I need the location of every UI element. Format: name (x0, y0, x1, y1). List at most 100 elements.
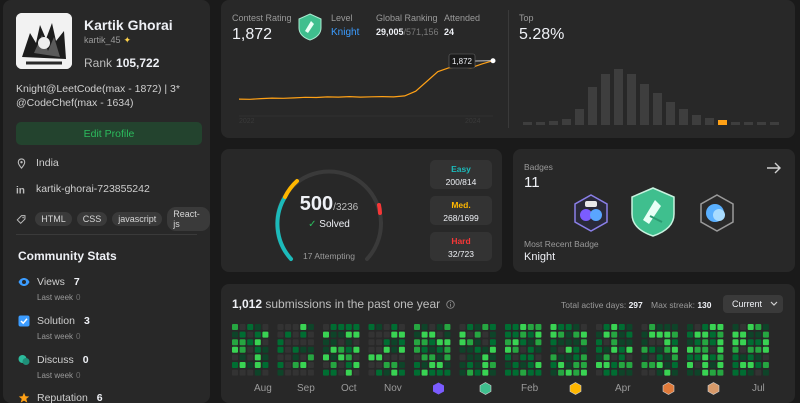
heatmap-cell[interactable] (436, 369, 443, 376)
heatmap-cell[interactable] (232, 324, 238, 330)
heatmap-cell[interactable] (398, 346, 405, 353)
heatmap-cell[interactable] (414, 324, 420, 330)
heatmap-cell[interactable] (550, 331, 557, 338)
heatmap-cell[interactable] (747, 369, 754, 376)
heatmap-cell[interactable] (232, 331, 238, 338)
heatmap-cell[interactable] (383, 369, 390, 376)
heatmap-cell[interactable] (489, 346, 496, 353)
heatmap-cell[interactable] (391, 324, 398, 330)
heatmap-cell[interactable] (323, 339, 329, 346)
heatmap-cell[interactable] (383, 346, 390, 353)
heatmap-cell[interactable] (740, 324, 747, 330)
heatmap-cell[interactable] (687, 339, 693, 346)
heatmap-cell[interactable] (535, 369, 542, 376)
heatmap-cell[interactable] (436, 339, 443, 346)
heatmap-cell[interactable] (709, 362, 716, 368)
heatmap-cell[interactable] (307, 346, 314, 353)
heatmap-cell[interactable] (262, 339, 269, 346)
heatmap-cell[interactable] (641, 354, 648, 361)
heatmap-cell[interactable] (505, 362, 511, 368)
heatmap-cell[interactable] (254, 339, 261, 346)
heatmap-cell[interactable] (353, 369, 360, 376)
heatmap-cell[interactable] (611, 354, 618, 361)
heatmap-cell[interactable] (459, 354, 466, 361)
heatmap-cell[interactable] (482, 354, 489, 361)
heatmap-cell[interactable] (671, 324, 678, 330)
heatmap-cell[interactable] (436, 354, 443, 361)
heatmap-cell[interactable] (345, 346, 352, 353)
heatmap-cell[interactable] (535, 339, 542, 346)
heatmap-cell[interactable] (474, 369, 481, 376)
heatmap-cell[interactable] (467, 339, 474, 346)
heatmap-cell[interactable] (330, 362, 337, 368)
heatmap-cell[interactable] (330, 331, 337, 338)
heatmap-cell[interactable] (489, 331, 496, 338)
heatmap-cell[interactable] (254, 324, 261, 330)
heatmap-cell[interactable] (565, 324, 572, 330)
heatmap-cell[interactable] (565, 362, 572, 368)
heatmap-cell[interactable] (565, 331, 572, 338)
heatmap-cell[interactable] (254, 331, 261, 338)
heatmap-cell[interactable] (626, 324, 633, 330)
heatmap-cell[interactable] (656, 339, 663, 346)
heatmap-cell[interactable] (535, 362, 542, 368)
heatmap-cell[interactable] (338, 339, 345, 346)
heatmap-cell[interactable] (277, 354, 284, 361)
daily-badge-icon[interactable] (697, 193, 737, 233)
heatmap-cell[interactable] (603, 346, 610, 353)
heatmap-cell[interactable] (254, 369, 261, 376)
heatmap-cell[interactable] (262, 324, 269, 330)
heatmap-cell[interactable] (414, 346, 420, 353)
heatmap-cell[interactable] (641, 369, 648, 376)
heatmap-cell[interactable] (262, 369, 269, 376)
heatmap-cell[interactable] (323, 324, 329, 330)
heatmap-cell[interactable] (717, 324, 724, 330)
heatmap-cell[interactable] (467, 346, 474, 353)
heatmap-cell[interactable] (717, 362, 724, 368)
tag-html[interactable]: HTML (35, 212, 72, 226)
heatmap-cell[interactable] (709, 346, 716, 353)
heatmap-cell[interactable] (755, 324, 762, 330)
heatmap-cell[interactable] (300, 324, 307, 330)
heatmap-cell[interactable] (762, 346, 769, 353)
heatmap-cell[interactable] (694, 354, 701, 361)
heatmap-cell[interactable] (338, 369, 345, 376)
heatmap-cell[interactable] (717, 339, 724, 346)
heatmap-cell[interactable] (353, 339, 360, 346)
heatmap-cell[interactable] (709, 331, 716, 338)
heatmap-cell[interactable] (300, 346, 307, 353)
heatmap-cell[interactable] (580, 324, 587, 330)
tag-css[interactable]: CSS (76, 212, 108, 226)
heatmap-cell[interactable] (611, 331, 618, 338)
heatmap-cell[interactable] (512, 346, 519, 353)
heatmap-cell[interactable] (611, 324, 618, 330)
distribution-bar[interactable] (653, 93, 662, 125)
heatmap-cell[interactable] (239, 362, 246, 368)
heatmap-cell[interactable] (687, 346, 693, 353)
heatmap-cell[interactable] (512, 331, 519, 338)
heatmap-cell[interactable] (323, 346, 329, 353)
distribution-bar[interactable] (601, 74, 610, 125)
heatmap-cell[interactable] (398, 354, 405, 361)
heatmap-cell[interactable] (239, 369, 246, 376)
heatmap-cell[interactable] (573, 346, 580, 353)
heatmap-cell[interactable] (338, 362, 345, 368)
heatmap-cell[interactable] (755, 331, 762, 338)
heatmap-cell[interactable] (505, 354, 511, 361)
heatmap-cell[interactable] (232, 354, 238, 361)
heatmap-cell[interactable] (694, 324, 701, 330)
heatmap-cell[interactable] (444, 331, 451, 338)
heatmap-cell[interactable] (368, 324, 375, 330)
heatmap-cell[interactable] (626, 346, 633, 353)
heatmap-cell[interactable] (292, 339, 299, 346)
heatmap-cell[interactable] (603, 354, 610, 361)
heatmap-cell[interactable] (338, 324, 345, 330)
heatmap-cell[interactable] (421, 324, 428, 330)
heatmap-cell[interactable] (330, 346, 337, 353)
heatmap-cell[interactable] (558, 339, 565, 346)
heatmap-cell[interactable] (717, 354, 724, 361)
heatmap-cell[interactable] (694, 346, 701, 353)
distribution-bar[interactable] (718, 120, 727, 125)
heatmap-cell[interactable] (626, 331, 633, 338)
heatmap-cell[interactable] (391, 362, 398, 368)
